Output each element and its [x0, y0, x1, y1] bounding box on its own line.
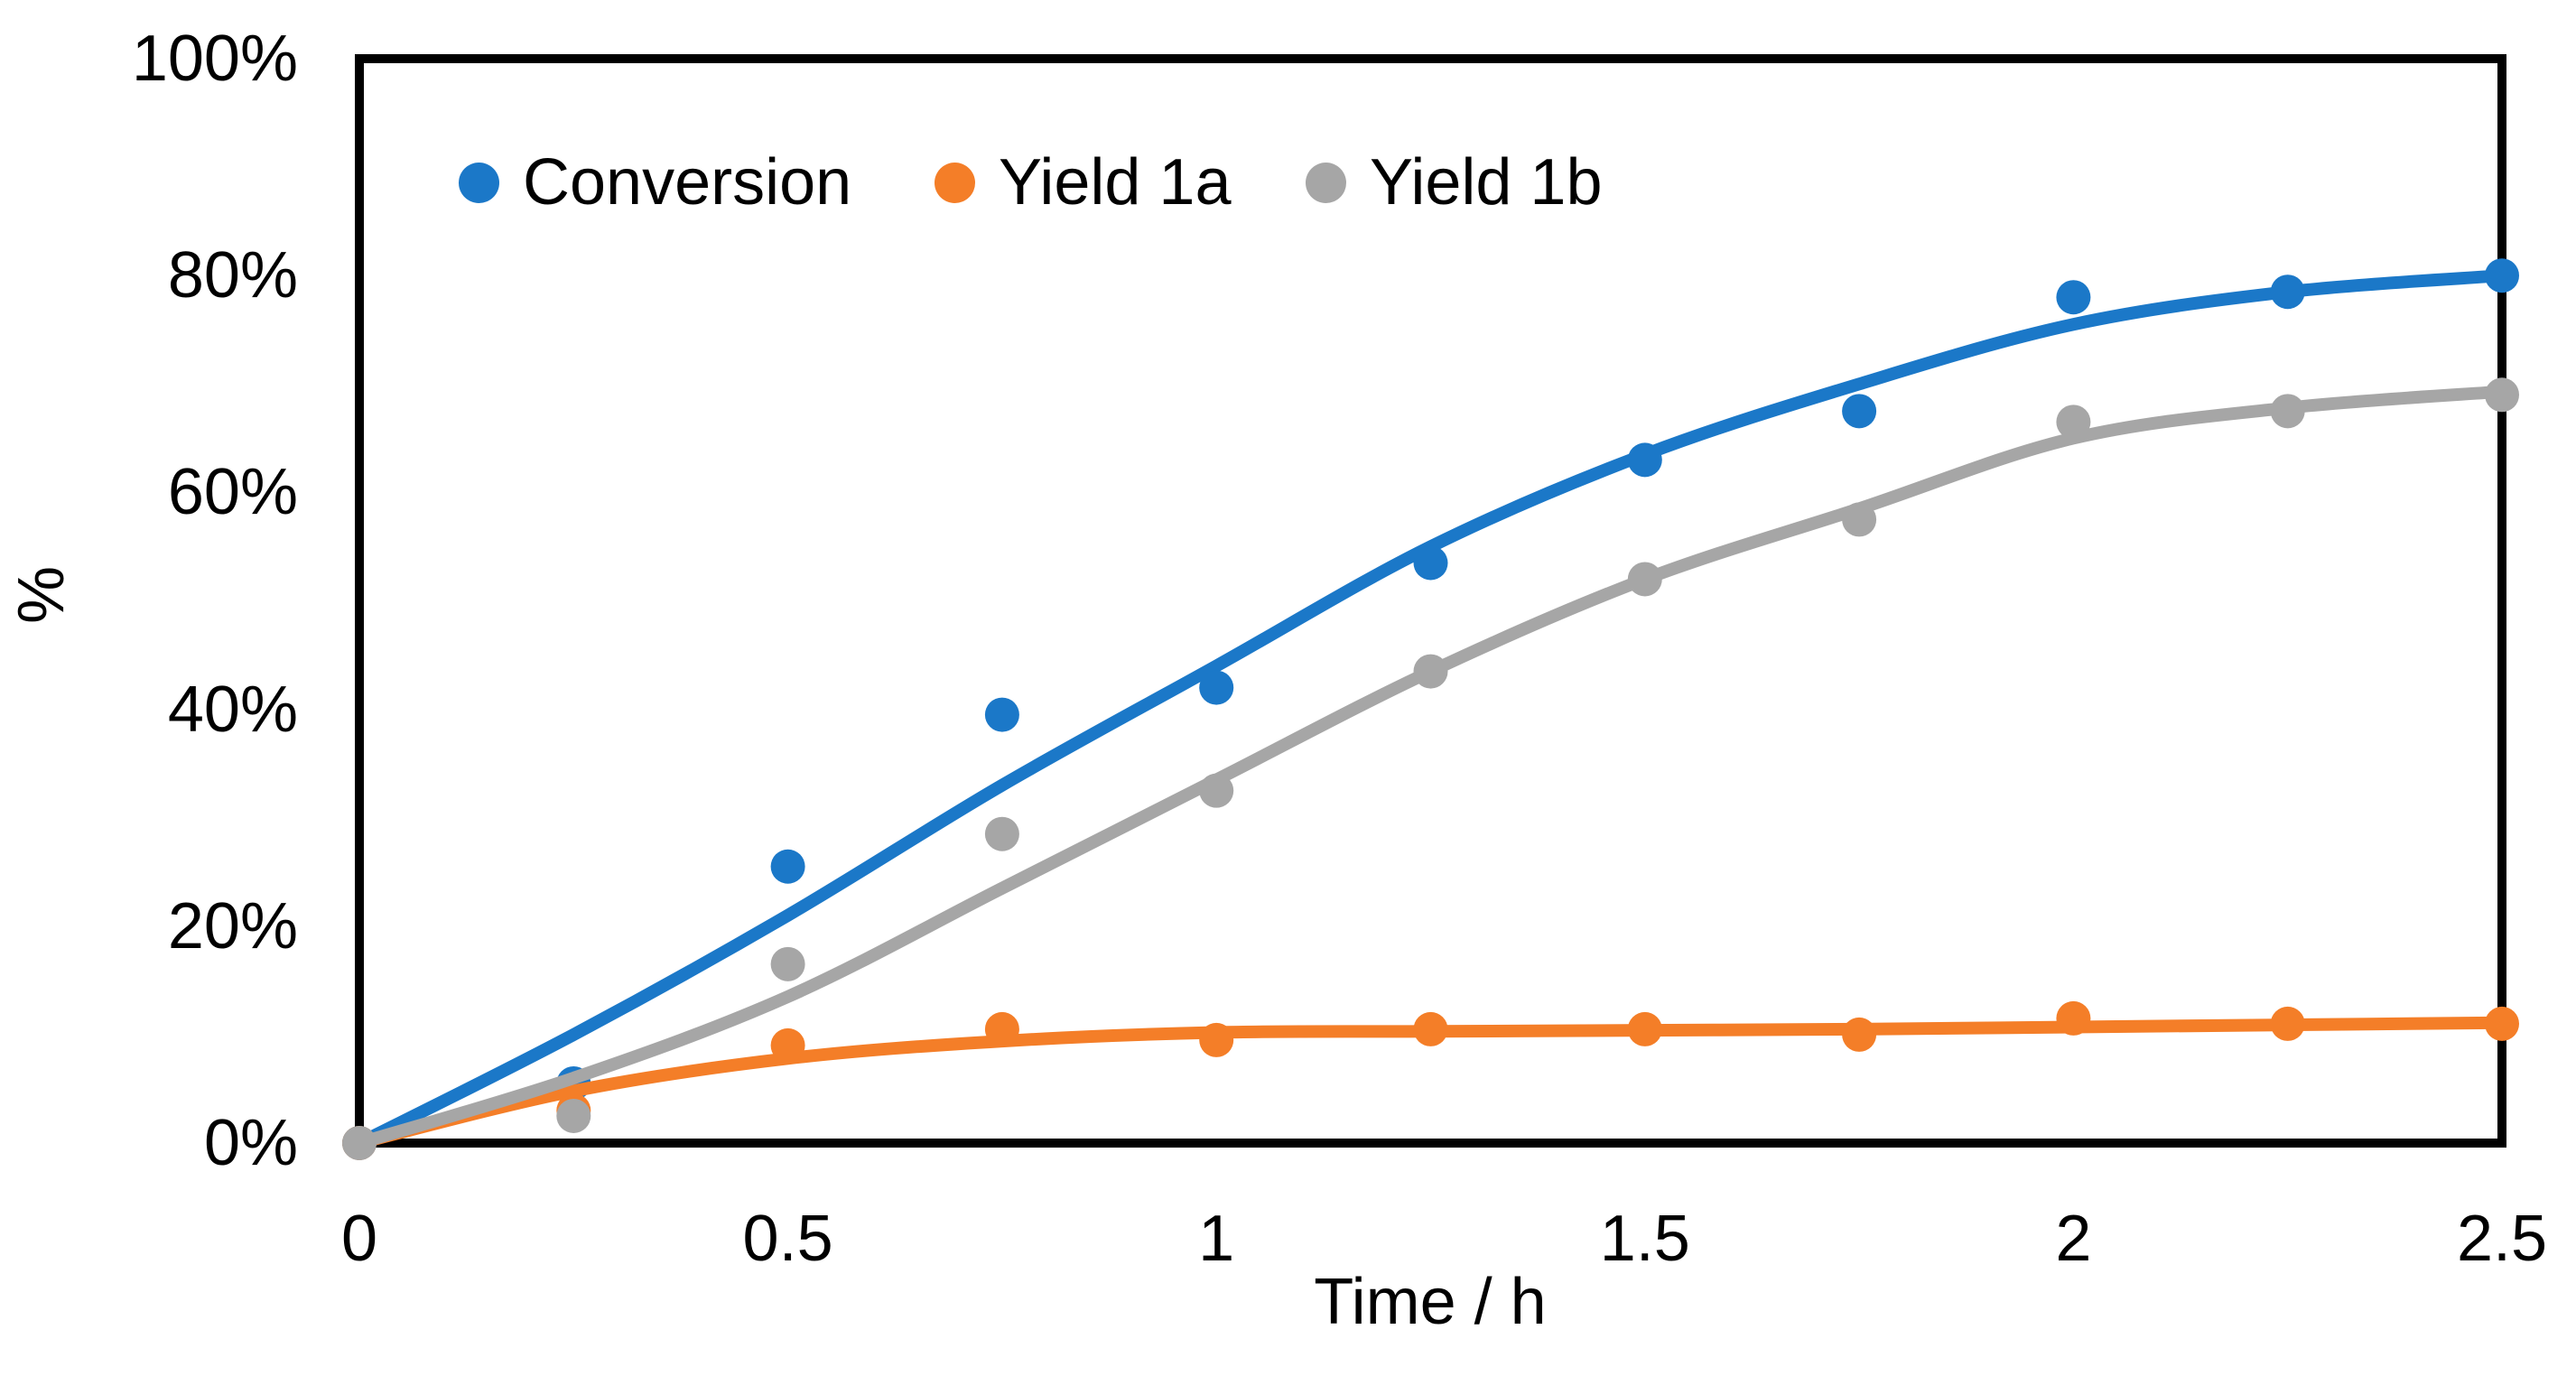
data-point-conversion — [1413, 545, 1448, 581]
legend-marker-icon — [459, 162, 499, 203]
data-point-yield-1b — [556, 1098, 591, 1133]
legend-item-yield-1b: Yield 1b — [1306, 143, 1603, 222]
data-point-yield-1b — [2056, 404, 2091, 440]
legend-item-yield-1a: Yield 1a — [935, 143, 1232, 222]
legend-marker-icon — [1306, 162, 1346, 203]
data-point-yield-1a — [1842, 1017, 1877, 1052]
data-point-yield-1a — [1627, 1011, 1662, 1046]
x-tick-label: 1.5 — [1599, 1203, 1690, 1275]
data-point-yield-1a — [984, 1011, 1019, 1046]
data-point-conversion — [984, 697, 1019, 732]
y-tick-label: 80% — [167, 239, 298, 312]
y-tick-label: 40% — [167, 673, 298, 746]
data-point-yield-1a — [2270, 1006, 2305, 1041]
data-point-conversion — [2056, 280, 2091, 315]
data-point-yield-1b — [2485, 377, 2519, 413]
legend-label: Yield 1a — [999, 146, 1232, 218]
legend-item-conversion: Conversion — [459, 143, 851, 222]
y-tick-label: 100% — [131, 23, 298, 95]
x-tick-label: 1 — [1198, 1203, 1235, 1275]
legend-label: Yield 1b — [1370, 146, 1603, 218]
data-point-yield-1b — [1413, 654, 1448, 689]
data-point-yield-1b — [984, 816, 1019, 851]
legend-marker-icon — [935, 162, 975, 203]
y-tick-label: 60% — [167, 456, 298, 529]
data-point-conversion — [1842, 394, 1877, 429]
data-point-conversion — [1199, 670, 1234, 705]
y-tick-label: 0% — [203, 1107, 298, 1179]
x-tick-label: 2.5 — [2456, 1203, 2548, 1275]
y-axis-title: % — [5, 565, 78, 625]
plot-frame — [355, 54, 2506, 1148]
data-point-conversion — [770, 849, 805, 884]
x-tick-label: 0.5 — [742, 1203, 833, 1275]
x-tick-label: 0 — [340, 1203, 378, 1275]
data-point-yield-1a — [1199, 1022, 1234, 1057]
data-point-yield-1a — [2056, 1000, 2091, 1036]
data-point-yield-1b — [770, 946, 805, 981]
data-point-yield-1b — [1842, 502, 1877, 537]
data-point-conversion — [2270, 274, 2305, 310]
data-point-yield-1b — [1199, 773, 1234, 808]
data-point-yield-1b — [2270, 394, 2305, 429]
data-point-yield-1b — [342, 1126, 377, 1160]
data-point-yield-1a — [2485, 1006, 2519, 1041]
data-point-conversion — [1627, 442, 1662, 478]
data-point-yield-1b — [1627, 562, 1662, 597]
x-tick-label: 2 — [2055, 1203, 2092, 1275]
data-point-yield-1a — [1413, 1011, 1448, 1046]
legend-label: Conversion — [523, 146, 852, 218]
y-tick-label: 20% — [167, 889, 298, 962]
data-point-yield-1a — [770, 1027, 805, 1063]
data-point-conversion — [2485, 258, 2519, 293]
x-axis-title: Time / h — [1314, 1266, 1547, 1338]
